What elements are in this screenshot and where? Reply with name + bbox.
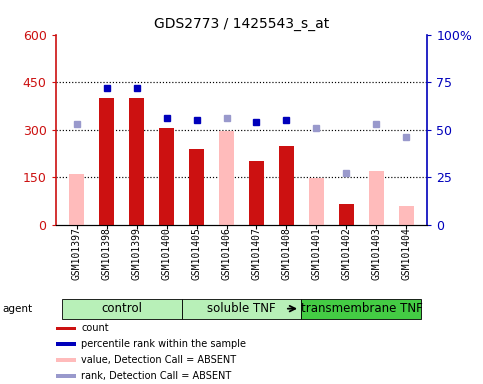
Bar	[309, 178, 324, 225]
Bar	[69, 174, 84, 225]
Text: GSM101406: GSM101406	[222, 227, 231, 280]
Text: control: control	[101, 302, 142, 315]
Text: count: count	[81, 323, 109, 333]
Bar	[56, 343, 76, 346]
Text: agent: agent	[2, 304, 32, 314]
Text: GSM101400: GSM101400	[161, 227, 171, 280]
Bar	[56, 358, 76, 362]
Bar	[369, 171, 384, 225]
Text: GSM101402: GSM101402	[341, 227, 352, 280]
Text: GSM101401: GSM101401	[312, 227, 322, 280]
Text: GSM101399: GSM101399	[131, 227, 142, 280]
Text: GSM101405: GSM101405	[192, 227, 201, 280]
Bar	[189, 149, 204, 225]
Text: GSM101397: GSM101397	[71, 227, 82, 280]
Text: soluble TNF: soluble TNF	[207, 302, 276, 315]
Bar	[249, 161, 264, 225]
Text: percentile rank within the sample: percentile rank within the sample	[81, 339, 246, 349]
Bar	[219, 131, 234, 225]
Bar	[159, 128, 174, 225]
Text: rank, Detection Call = ABSENT: rank, Detection Call = ABSENT	[81, 371, 231, 381]
Text: GDS2773 / 1425543_s_at: GDS2773 / 1425543_s_at	[154, 17, 329, 31]
Text: GSM101408: GSM101408	[282, 227, 291, 280]
Text: GSM101404: GSM101404	[401, 227, 412, 280]
Bar	[399, 206, 414, 225]
Text: GSM101403: GSM101403	[371, 227, 382, 280]
Bar	[339, 204, 354, 225]
Text: transmembrane TNF: transmembrane TNF	[300, 302, 422, 315]
Bar	[56, 326, 76, 330]
Bar	[56, 374, 76, 377]
Bar	[129, 98, 144, 225]
Text: value, Detection Call = ABSENT: value, Detection Call = ABSENT	[81, 355, 236, 365]
Text: GSM101407: GSM101407	[252, 227, 261, 280]
Bar	[99, 98, 114, 225]
FancyBboxPatch shape	[182, 299, 301, 319]
FancyBboxPatch shape	[301, 299, 422, 319]
Text: GSM101398: GSM101398	[101, 227, 112, 280]
FancyBboxPatch shape	[61, 299, 182, 319]
Bar	[279, 146, 294, 225]
